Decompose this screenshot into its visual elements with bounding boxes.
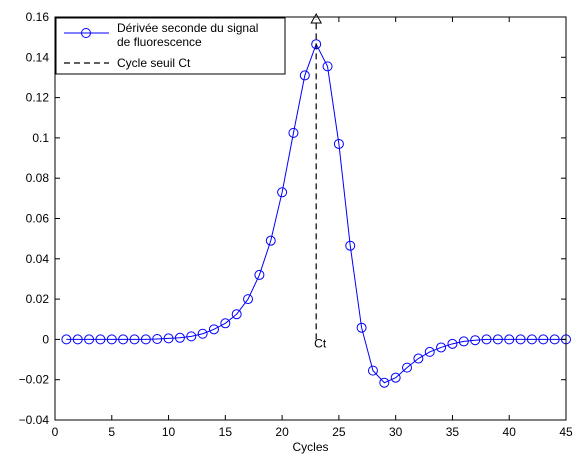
legend-marker-derivee xyxy=(81,28,91,38)
x-tick-label: 40 xyxy=(503,425,517,439)
data-point-derivee xyxy=(458,336,469,347)
data-point-derivee xyxy=(492,334,503,345)
data-point-derivee xyxy=(243,294,254,305)
x-tick-label: 45 xyxy=(559,425,573,439)
y-tick-label: 0.12 xyxy=(26,91,50,105)
data-point-derivee xyxy=(84,334,95,345)
data-point-derivee xyxy=(174,332,185,343)
y-tick-label: −0.04 xyxy=(19,413,50,427)
y-tick-label: 0.08 xyxy=(26,171,50,185)
x-tick-label: 15 xyxy=(219,425,233,439)
legend-label-derivee: Dérivée seconde du signal xyxy=(117,21,258,35)
y-tick-label: 0.06 xyxy=(26,212,50,226)
axis-layer: 0 5 10 15 20 25 30 35 40 45 −0.04 −0.02 0 0.02 0.04 0.0… xyxy=(19,10,573,454)
data-point-derivee xyxy=(152,333,163,344)
y-tick-label: 0.04 xyxy=(26,252,50,266)
data-point-derivee xyxy=(322,61,333,72)
data-point-derivee xyxy=(390,372,401,383)
data-point-derivee xyxy=(379,377,390,388)
legend-label-ct: Cycle seuil Ct xyxy=(117,56,191,70)
data-point-derivee xyxy=(72,334,83,345)
data-point-derivee xyxy=(265,235,276,246)
data-point-derivee xyxy=(515,334,526,345)
data-point-derivee xyxy=(208,324,219,335)
data-point-derivee xyxy=(277,187,288,198)
legend-label-derivee: de fluorescence xyxy=(117,35,202,49)
x-tick-label: 35 xyxy=(446,425,460,439)
x-tick-label: 25 xyxy=(332,425,346,439)
data-point-derivee xyxy=(345,240,356,251)
data-point-derivee xyxy=(163,333,174,344)
data-point-derivee xyxy=(413,353,424,364)
x-tick-label: 20 xyxy=(275,425,289,439)
data-point-derivee xyxy=(299,70,310,81)
data-point-derivee xyxy=(186,331,197,342)
triangle-marker xyxy=(310,12,323,24)
data-point-derivee xyxy=(402,362,413,373)
data-point-derivee xyxy=(436,342,447,353)
data-point-derivee xyxy=(106,334,117,345)
legend-box xyxy=(55,17,286,75)
plot-layer: Ct xyxy=(61,12,571,388)
data-point-derivee xyxy=(288,127,299,138)
x-tick-label: 30 xyxy=(389,425,403,439)
data-point-derivee xyxy=(356,322,367,333)
x-tick-label: 5 xyxy=(108,425,115,439)
data-point-derivee xyxy=(140,334,151,345)
data-point-derivee xyxy=(95,334,106,345)
data-point-derivee xyxy=(333,138,344,149)
data-point-derivee xyxy=(220,318,231,329)
data-point-derivee xyxy=(118,334,129,345)
data-point-derivee xyxy=(367,365,378,376)
data-point-derivee xyxy=(526,334,537,345)
data-point-derivee xyxy=(424,346,435,357)
x-tick-label: 0 xyxy=(52,425,59,439)
ct-annotation: Ct xyxy=(314,336,327,350)
data-point-derivee xyxy=(231,309,242,320)
data-point-derivee xyxy=(481,334,492,345)
data-point-derivee xyxy=(197,328,208,339)
y-tick-label: 0.02 xyxy=(26,292,50,306)
data-point-derivee xyxy=(61,334,72,345)
x-tick-label: 10 xyxy=(162,425,176,439)
data-point-derivee xyxy=(447,338,458,349)
data-point-derivee xyxy=(254,269,265,280)
data-point-derivee xyxy=(504,334,515,345)
data-point-derivee xyxy=(470,335,481,346)
x-axis-label: Cycles xyxy=(292,440,328,454)
data-point-derivee xyxy=(549,334,560,345)
y-tick-label: 0.16 xyxy=(26,10,50,24)
y-tick-label: 0.14 xyxy=(26,50,50,64)
y-tick-label: 0.1 xyxy=(32,131,49,145)
data-point-derivee xyxy=(538,334,549,345)
y-tick-label: −0.02 xyxy=(19,373,50,387)
y-tick-label: 0 xyxy=(42,332,49,346)
data-point-derivee xyxy=(129,334,140,345)
